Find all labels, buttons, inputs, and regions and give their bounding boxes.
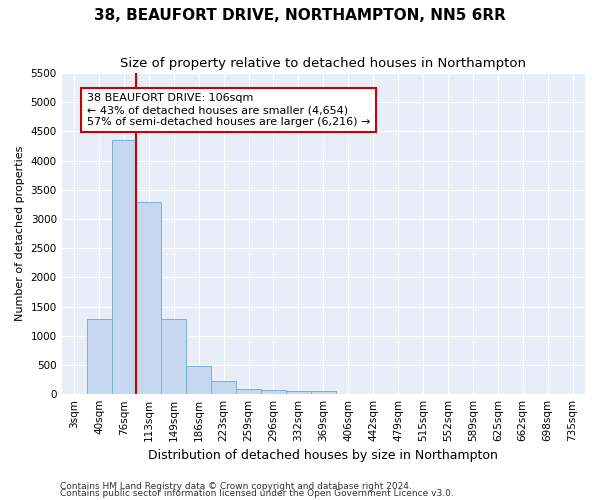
Text: Contains HM Land Registry data © Crown copyright and database right 2024.: Contains HM Land Registry data © Crown c…	[60, 482, 412, 491]
Bar	[186, 366, 211, 394]
Y-axis label: Number of detached properties: Number of detached properties	[15, 146, 25, 322]
Bar	[161, 320, 186, 394]
Text: 38, BEAUFORT DRIVE, NORTHAMPTON, NN5 6RR: 38, BEAUFORT DRIVE, NORTHAMPTON, NN5 6RR	[94, 8, 506, 22]
Bar	[112, 140, 136, 394]
Bar	[261, 390, 286, 394]
Bar	[136, 202, 161, 394]
Text: Contains public sector information licensed under the Open Government Licence v3: Contains public sector information licen…	[60, 490, 454, 498]
Bar	[236, 389, 261, 394]
Title: Size of property relative to detached houses in Northampton: Size of property relative to detached ho…	[121, 58, 526, 70]
Text: 38 BEAUFORT DRIVE: 106sqm
← 43% of detached houses are smaller (4,654)
57% of se: 38 BEAUFORT DRIVE: 106sqm ← 43% of detac…	[86, 94, 370, 126]
Bar	[286, 392, 311, 394]
Bar	[311, 392, 336, 394]
Bar	[86, 320, 112, 394]
Bar	[211, 381, 236, 394]
X-axis label: Distribution of detached houses by size in Northampton: Distribution of detached houses by size …	[148, 450, 498, 462]
